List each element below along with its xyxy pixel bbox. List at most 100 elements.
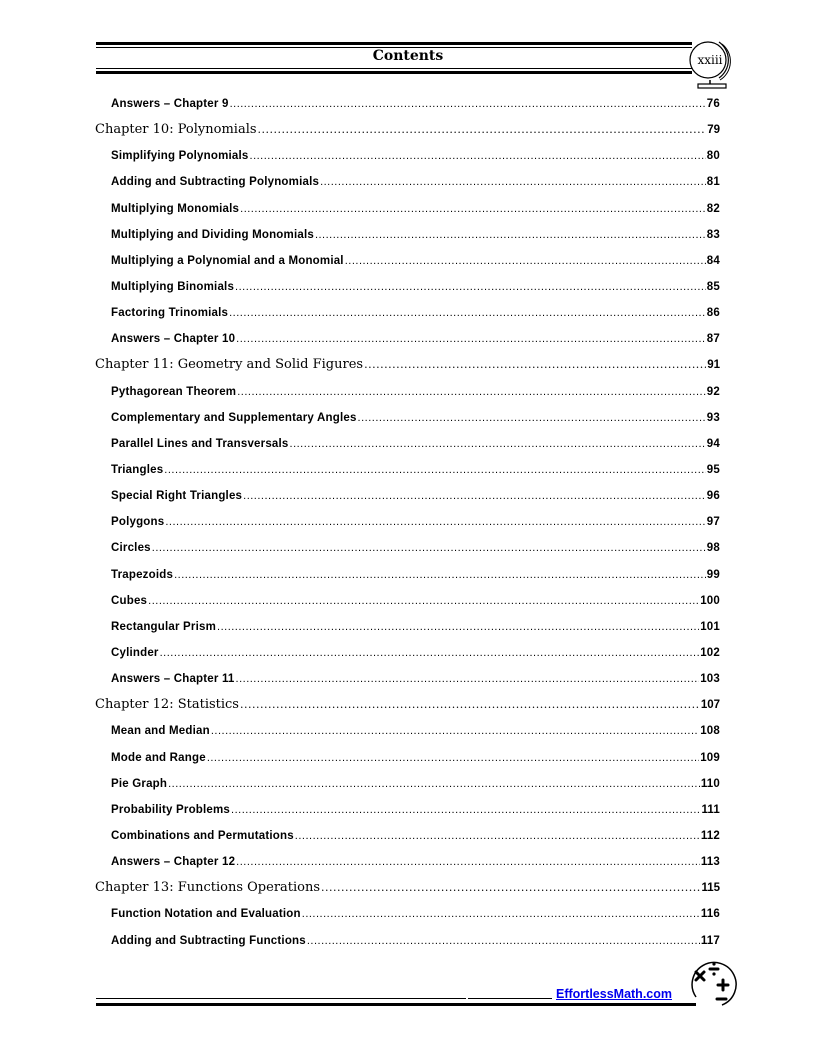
toc-entry-page: 117 — [700, 934, 720, 947]
dot-leader — [164, 457, 706, 483]
toc-entry-page: 112 — [700, 829, 720, 842]
toc-section-entry[interactable]: Mean and Median 108 — [95, 718, 720, 744]
toc-entry-label: Answers – Chapter 12 — [111, 856, 236, 869]
toc-entry-page: 80 — [706, 150, 720, 163]
toc-section-entry[interactable]: Parallel Lines and Transversals 94 — [95, 431, 720, 457]
toc-section-entry[interactable]: Polygons 97 — [95, 509, 720, 535]
toc-entry-page: 115 — [701, 882, 720, 895]
dot-leader — [258, 117, 707, 143]
toc-entry-label: Combinations and Permutations — [111, 829, 294, 842]
toc-entry-label: Trapezoids — [111, 568, 174, 581]
toc-entry-page: 108 — [700, 725, 720, 738]
toc-section-entry[interactable]: Answers – Chapter 11 103 — [95, 666, 720, 692]
dot-leader — [321, 875, 700, 901]
dot-leader — [236, 666, 700, 692]
toc-section-entry[interactable]: Rectangular Prism 101 — [95, 614, 720, 640]
toc-entry-page: 102 — [700, 646, 720, 659]
dot-leader — [217, 614, 699, 640]
toc-entry-page: 116 — [700, 908, 720, 921]
toc-entry-page: 94 — [706, 437, 720, 450]
toc-entry-page: 86 — [706, 307, 720, 320]
toc-section-entry[interactable]: Pythagorean Theorem 92 — [95, 379, 720, 405]
toc-entry-label: Parallel Lines and Transversals — [111, 437, 289, 450]
toc-entry-label: Multiplying Monomials — [111, 202, 240, 215]
toc-entry-label: Probability Problems — [111, 803, 231, 816]
toc-entry-label: Answers – Chapter 11 — [111, 673, 235, 686]
toc-entry-page: 111 — [701, 803, 720, 816]
footer-rule-thin — [96, 998, 466, 999]
toc-section-entry[interactable]: Simplifying Polynomials 80 — [95, 143, 720, 169]
toc-chapter-entry[interactable]: Chapter 12: Statistics 107 — [95, 692, 720, 718]
toc-section-entry[interactable]: Complementary and Supplementary Angles 93 — [95, 405, 720, 431]
toc-section-entry[interactable]: Multiplying a Polynomial and a Monomial 8… — [95, 248, 720, 274]
toc-section-entry[interactable]: Factoring Trinomials 86 — [95, 300, 720, 326]
dot-leader — [165, 509, 705, 535]
toc-entry-label: Multiplying Binomials — [111, 280, 235, 293]
toc-section-entry[interactable]: Multiplying Monomials 82 — [95, 196, 720, 222]
toc-entry-label: Pie Graph — [111, 777, 168, 790]
dot-leader — [236, 326, 706, 352]
toc-entry-page: 99 — [706, 568, 720, 581]
dot-leader — [243, 483, 706, 509]
toc-entry-page: 110 — [700, 777, 720, 790]
toc-entry-label: Function Notation and Evaluation — [111, 908, 301, 921]
page-title: Contents — [372, 48, 444, 64]
toc-entry-page: 93 — [706, 411, 720, 424]
toc-entry-page: 85 — [706, 280, 720, 293]
dot-leader — [207, 745, 699, 771]
site-link[interactable]: EffortlessMath.com — [556, 987, 672, 1001]
header-rule-bottom-thin — [96, 68, 692, 69]
toc-section-entry[interactable]: Multiplying Binomials 85 — [95, 274, 720, 300]
toc-section-entry[interactable]: Special Right Triangles 96 — [95, 483, 720, 509]
toc-entry-label: Cylinder — [111, 646, 159, 659]
dot-leader — [160, 640, 700, 666]
toc-section-entry[interactable]: Triangles 95 — [95, 457, 720, 483]
footer-rule-thin-2 — [468, 998, 552, 999]
toc-entry-label: Mean and Median — [111, 725, 210, 738]
toc-section-entry[interactable]: Combinations and Permutations 112 — [95, 823, 720, 849]
header-rule-top — [96, 42, 692, 45]
toc-entry-label: Polygons — [111, 516, 165, 529]
toc-section-entry[interactable]: Function Notation and Evaluation 116 — [95, 901, 720, 927]
toc-entry-page: 79 — [707, 124, 720, 137]
dot-leader — [236, 849, 700, 875]
header-rule-bottom — [96, 71, 692, 74]
globe-icon — [689, 41, 731, 89]
toc-section-entry[interactable]: Cubes 100 — [95, 588, 720, 614]
table-of-contents: Answers – Chapter 9 76 Chapter 10: Polynom… — [95, 91, 720, 954]
dot-leader — [240, 692, 700, 718]
toc-entry-page: 97 — [706, 516, 720, 529]
toc-section-entry[interactable]: Pie Graph 110 — [95, 771, 720, 797]
dot-leader — [307, 928, 700, 954]
toc-section-entry[interactable]: Cylinder 102 — [95, 640, 720, 666]
toc-entry-label: Multiplying a Polynomial and a Monomial — [111, 254, 344, 267]
toc-section-entry[interactable]: Adding and Subtracting Polynomials 81 — [95, 169, 720, 195]
toc-entry-label: Factoring Trinomials — [111, 307, 229, 320]
toc-chapter-entry[interactable]: Chapter 10: Polynomials 79 — [95, 117, 720, 143]
dot-leader — [230, 91, 706, 117]
toc-chapter-entry[interactable]: Chapter 13: Functions Operations 115 — [95, 875, 720, 901]
toc-section-entry[interactable]: Adding and Subtracting Functions 117 — [95, 928, 720, 954]
dot-leader — [250, 143, 706, 169]
toc-section-entry[interactable]: Answers – Chapter 10 87 — [95, 326, 720, 352]
toc-entry-page: 103 — [700, 673, 720, 686]
dot-leader — [152, 535, 706, 561]
toc-section-entry[interactable]: Circles 98 — [95, 535, 720, 561]
dot-leader — [364, 352, 706, 378]
dot-leader — [148, 588, 699, 614]
dot-leader — [290, 431, 706, 457]
toc-section-entry[interactable]: Trapezoids 99 — [95, 562, 720, 588]
toc-section-entry[interactable]: Multiplying and Dividing Monomials 83 — [95, 222, 720, 248]
toc-section-entry[interactable]: Answers – Chapter 12 113 — [95, 849, 720, 875]
toc-section-entry[interactable]: Answers – Chapter 9 76 — [95, 91, 720, 117]
dot-leader — [229, 300, 706, 326]
toc-section-entry[interactable]: Mode and Range 109 — [95, 745, 720, 771]
dot-leader — [237, 379, 706, 405]
toc-entry-page: 83 — [706, 228, 720, 241]
toc-chapter-entry[interactable]: Chapter 11: Geometry and Solid Figures 91 — [95, 352, 720, 378]
toc-entry-page: 76 — [706, 98, 720, 110]
toc-entry-label: Adding and Subtracting Polynomials — [111, 176, 320, 189]
toc-entry-label: Chapter 13: Functions Operations — [95, 880, 321, 896]
toc-entry-label: Adding and Subtracting Functions — [111, 934, 306, 947]
toc-section-entry[interactable]: Probability Problems 111 — [95, 797, 720, 823]
